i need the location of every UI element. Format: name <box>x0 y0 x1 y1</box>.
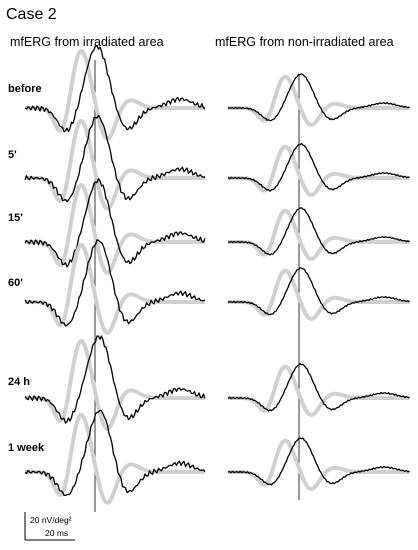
row-label: before <box>8 83 42 95</box>
scale-label: 20 ms <box>45 528 68 538</box>
row-label: 5' <box>8 149 17 161</box>
waveform <box>24 335 206 424</box>
waveform <box>227 268 410 321</box>
row-label: 24 h <box>8 376 30 388</box>
waveform <box>227 144 410 197</box>
waveform <box>227 362 410 412</box>
waveform <box>227 438 410 491</box>
waveform <box>24 44 206 133</box>
waveform <box>24 243 206 335</box>
waveform <box>227 267 410 316</box>
waveform <box>24 409 206 497</box>
waveform <box>24 413 206 505</box>
waveform <box>24 114 206 203</box>
waveform <box>24 339 206 431</box>
waveform <box>24 239 206 327</box>
waveform <box>227 437 410 486</box>
waveform <box>227 208 410 261</box>
waveform <box>24 119 206 211</box>
column-header: mfERG from irradiated area <box>10 35 164 49</box>
waveform <box>227 207 410 256</box>
waveform <box>227 364 410 417</box>
row-label: 1 week <box>8 442 45 454</box>
waveform <box>227 74 410 127</box>
waveform <box>24 49 206 141</box>
row-label: 15' <box>8 212 23 224</box>
waveform <box>24 183 206 275</box>
title: Case 2 <box>6 6 57 23</box>
scale-label: 20 nV/deg² <box>30 515 72 525</box>
waveform <box>227 142 410 192</box>
column-header: mfERG from non-irradiated area <box>215 35 394 49</box>
waveform <box>227 73 410 122</box>
row-label: 60' <box>8 277 23 289</box>
waveform <box>24 178 206 268</box>
